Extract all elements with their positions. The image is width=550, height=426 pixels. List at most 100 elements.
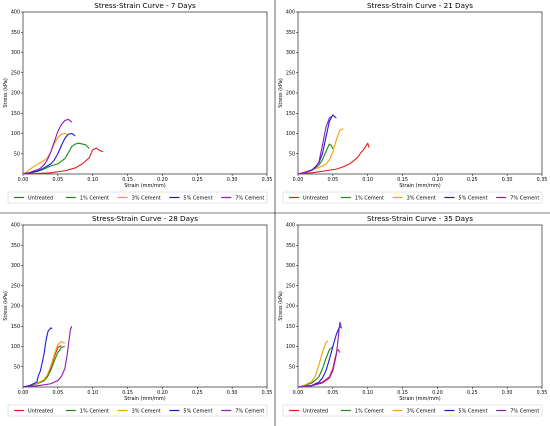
series-line: [297, 340, 329, 388]
y-tick-label: 350: [286, 30, 295, 36]
legend-label: 1% Cement: [355, 195, 384, 201]
legend-label: Untreated: [303, 195, 328, 201]
y-tick-label: 400: [11, 10, 20, 16]
y-tick-label: 100: [286, 131, 295, 137]
x-tick-label: 0.00: [293, 390, 304, 396]
y-tick-label: 300: [286, 50, 295, 56]
series-line: [297, 116, 332, 175]
legend-label: 1% Cement: [80, 408, 109, 414]
y-tick-label: 300: [11, 50, 20, 56]
series-line: [22, 118, 73, 175]
legend-box: [282, 404, 543, 417]
x-tick-label: 0.00: [18, 177, 29, 183]
legend-label: Untreated: [28, 195, 53, 201]
legend-label: 5% Cement: [458, 195, 487, 201]
x-tick-label: 0.05: [53, 390, 64, 396]
x-tick-label: 0.20: [432, 390, 443, 396]
plot-area: [297, 11, 543, 175]
x-tick-label: 0.30: [227, 390, 238, 396]
x-tick-label: 0.35: [537, 390, 548, 396]
y-tick-label: 150: [286, 324, 295, 330]
x-tick-label: 0.15: [397, 177, 408, 183]
legend-label: 1% Cement: [355, 408, 384, 414]
legend-label: 1% Cement: [80, 195, 109, 201]
y-tick-label: 50: [289, 364, 295, 370]
legend-label: Untreated: [28, 408, 53, 414]
y-tick-label: 200: [11, 304, 20, 310]
x-tick-label: 0.05: [53, 177, 64, 183]
x-tick-label: 0.05: [328, 390, 339, 396]
x-tick-label: 0.15: [122, 177, 133, 183]
series-line: [22, 132, 69, 175]
legend-label: 3% Cement: [407, 408, 436, 414]
x-tick-label: 0.30: [502, 177, 513, 183]
y-tick-label: 250: [11, 70, 20, 76]
series-line: [297, 142, 370, 175]
legend-label: 7% Cement: [235, 195, 264, 201]
legend-label: 5% Cement: [183, 195, 212, 201]
y-tick-label: 400: [286, 223, 295, 229]
x-tick-label: 0.15: [397, 390, 408, 396]
x-axis-label: Strain (mm/mm): [124, 183, 166, 189]
x-tick-label: 0.35: [537, 177, 548, 183]
legend-label: 3% Cement: [407, 195, 436, 201]
y-tick-label: 250: [286, 70, 295, 76]
x-tick-label: 0.20: [157, 390, 168, 396]
chart-panel: Stress-Strain Curve - 21 Days 50 100 150 200…: [278, 1, 548, 204]
y-axis-label: Stress (kPa): [278, 291, 284, 321]
legend-label: 5% Cement: [183, 408, 212, 414]
series-line: [22, 147, 104, 175]
legend-box: [7, 404, 268, 417]
series-line: [22, 142, 90, 175]
chart-title: Stress-Strain Curve - 21 Days: [367, 1, 473, 10]
y-tick-label: 100: [286, 344, 295, 350]
x-axis-label: Strain (mm/mm): [399, 183, 441, 189]
x-tick-label: 0.30: [227, 177, 238, 183]
plot-area: [22, 224, 268, 388]
chart-title: Stress-Strain Curve - 7 Days: [94, 1, 196, 10]
y-tick-label: 400: [11, 223, 20, 229]
x-tick-label: 0.25: [192, 390, 203, 396]
x-tick-label: 0.10: [87, 390, 98, 396]
x-tick-label: 0.20: [157, 177, 168, 183]
y-tick-label: 50: [289, 151, 295, 157]
x-tick-label: 0.35: [262, 177, 273, 183]
chart-panels: Stress-Strain Curve - 7 Days 50 100 150 200 2…: [3, 1, 548, 417]
y-tick-label: 150: [11, 324, 20, 330]
x-axis-label: Strain (mm/mm): [399, 396, 441, 402]
legend-label: Untreated: [303, 408, 328, 414]
x-tick-label: 0.10: [362, 177, 373, 183]
y-tick-label: 100: [11, 344, 20, 350]
y-tick-label: 200: [286, 304, 295, 310]
chart-panel: Stress-Strain Curve - 35 Days 50 100 150 200…: [278, 214, 548, 417]
legend-label: 3% Cement: [132, 408, 161, 414]
x-tick-label: 0.25: [192, 177, 203, 183]
y-tick-label: 400: [286, 10, 295, 16]
x-tick-label: 0.25: [467, 390, 478, 396]
chart-title: Stress-Strain Curve - 35 Days: [367, 214, 473, 223]
legend-label: 7% Cement: [510, 195, 539, 201]
legend-label: 5% Cement: [458, 408, 487, 414]
y-tick-label: 350: [11, 243, 20, 249]
y-tick-label: 350: [11, 30, 20, 36]
y-tick-label: 300: [11, 263, 20, 269]
y-tick-label: 50: [14, 151, 20, 157]
y-tick-label: 150: [286, 111, 295, 117]
legend-label: 3% Cement: [132, 195, 161, 201]
x-tick-label: 0.20: [432, 177, 443, 183]
x-tick-label: 0.35: [262, 390, 273, 396]
x-tick-label: 0.10: [87, 177, 98, 183]
y-tick-label: 200: [286, 91, 295, 97]
y-tick-label: 150: [11, 111, 20, 117]
series-line: [297, 321, 342, 388]
y-tick-label: 100: [11, 131, 20, 137]
x-tick-label: 0.25: [467, 177, 478, 183]
x-tick-label: 0.30: [502, 390, 513, 396]
y-tick-label: 50: [14, 364, 20, 370]
y-tick-label: 250: [11, 283, 20, 289]
x-tick-label: 0.10: [362, 390, 373, 396]
series-line: [22, 132, 76, 175]
y-tick-label: 300: [286, 263, 295, 269]
legend-box: [7, 191, 268, 204]
y-axis-label: Stress (kPa): [3, 78, 9, 108]
